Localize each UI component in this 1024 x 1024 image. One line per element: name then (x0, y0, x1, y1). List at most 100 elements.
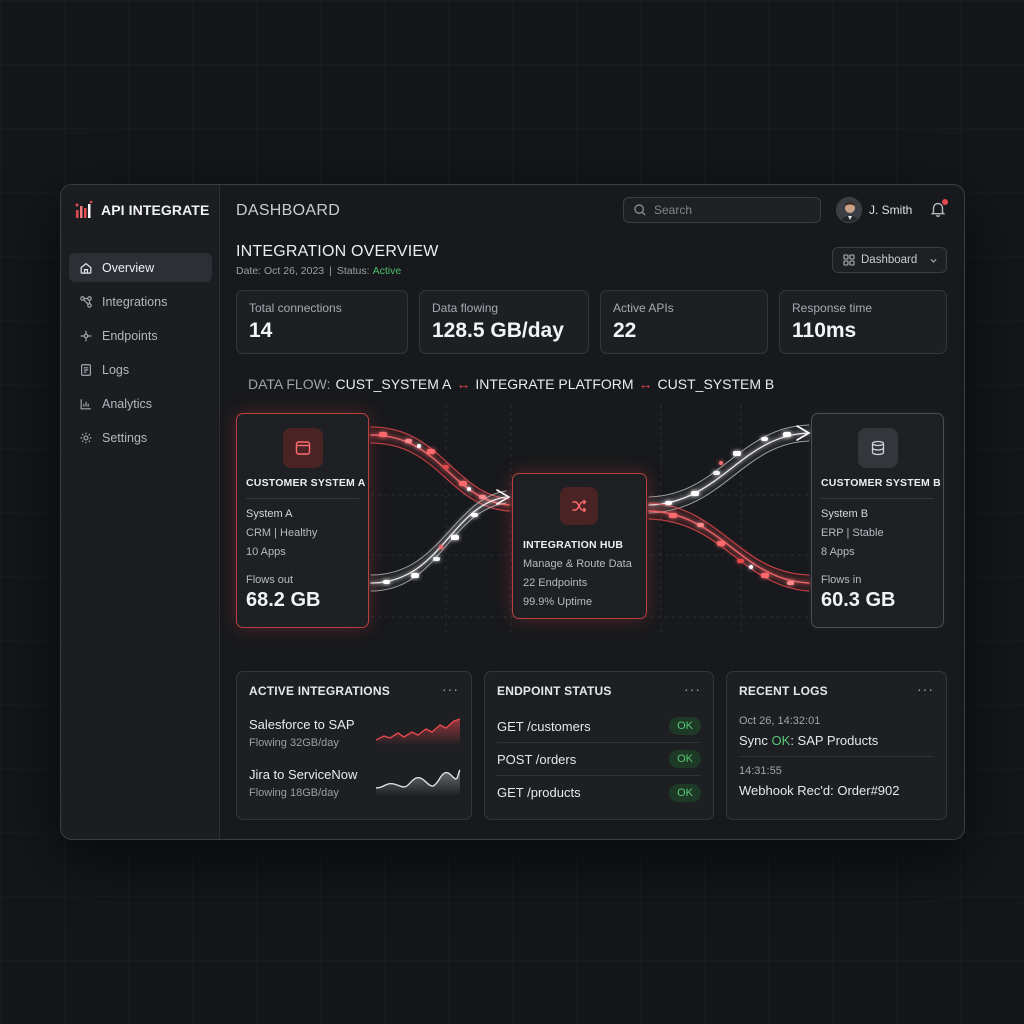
endpoint-row[interactable]: GET /products OK (497, 776, 701, 809)
app-window: API INTEGRATE Overview Integrations Endp… (60, 184, 965, 840)
panel-title: ACTIVE INTEGRATIONS (249, 684, 390, 698)
database-icon (858, 428, 898, 468)
customer-system-a-card[interactable]: CUSTOMER SYSTEM A System A CRM | Healthy… (236, 413, 369, 628)
more-options-icon[interactable]: ··· (442, 681, 459, 697)
flow-system-a: CUST_SYSTEM A (335, 376, 452, 392)
hub-title: INTEGRATION HUB (523, 539, 624, 551)
flow-platform: INTEGRATE PLATFORM (475, 376, 634, 392)
overview-title: INTEGRATION OVERVIEW (236, 243, 439, 260)
more-options-icon[interactable]: ··· (917, 681, 934, 697)
system-type: ERP | Stable (821, 527, 884, 539)
sidebar-item-label: Endpoints (102, 328, 158, 343)
stream-hub-to-b-white (642, 424, 816, 514)
sidebar: API INTEGRATE Overview Integrations Endp… (61, 185, 220, 839)
endpoint-path: GET /customers (497, 718, 591, 734)
sidebar-item-endpoints[interactable]: Endpoints (69, 321, 212, 350)
stat-label: Response time (792, 301, 873, 315)
overview-meta: Date: Oct 26, 2023 | Status: Active (236, 265, 401, 277)
data-flow-title: DATA FLOW: CUST_SYSTEM A ↔ INTEGRATE PLA… (248, 376, 774, 392)
sidebar-item-label: Settings (102, 430, 148, 445)
notification-dot (942, 199, 948, 205)
system-apps: 10 Apps (246, 546, 286, 558)
stat-value: 22 (613, 319, 637, 342)
status-value: Active (372, 265, 402, 277)
stat-label: Active APIs (613, 301, 674, 315)
sidebar-item-settings[interactable]: Settings (69, 423, 212, 452)
divider (246, 498, 359, 499)
data-particles (379, 432, 794, 585)
sparkline-white (376, 769, 461, 796)
grid-icon (843, 254, 855, 266)
view-select[interactable]: Dashboard (832, 247, 947, 273)
sidebar-item-label: Integrations (102, 294, 168, 309)
active-integrations-panel: ACTIVE INTEGRATIONS ··· Salesforce to SA… (236, 671, 472, 820)
endpoint-row[interactable]: POST /orders OK (497, 743, 701, 776)
gear-icon (80, 432, 92, 443)
flow-arrow: ↔ (456, 376, 471, 392)
view-select-label: Dashboard (861, 254, 918, 266)
endpoints-icon (80, 330, 92, 341)
data-flow-diagram (364, 405, 816, 635)
home-icon (80, 262, 92, 274)
stat-response-time: Response time 110ms (779, 290, 947, 354)
endpoint-status-panel: ENDPOINT STATUS ··· GET /customers OK PO… (484, 671, 714, 820)
sidebar-item-logs[interactable]: Logs (69, 355, 212, 384)
search-icon (634, 204, 646, 216)
stat-value: 128.5 GB/day (432, 319, 564, 342)
user-menu[interactable]: J. Smith (836, 197, 912, 223)
shuffle-icon (560, 487, 598, 525)
system-name: System B (821, 508, 869, 520)
panel-title: RECENT LOGS (739, 684, 828, 698)
flow-system-b: CUST_SYSTEM B (657, 376, 775, 392)
system-type: CRM | Healthy (246, 527, 318, 539)
endpoint-path: GET /products (497, 785, 581, 800)
integration-name[interactable]: Salesforce to SAP (249, 717, 355, 732)
integration-hub-card[interactable]: INTEGRATION HUB Manage & Route Data 22 E… (512, 473, 647, 619)
avatar (836, 197, 862, 223)
endpoint-row[interactable]: GET /customers OK (497, 710, 701, 743)
search-input[interactable]: Search (623, 197, 821, 223)
hub-uptime: 99.9% Uptime (523, 596, 593, 608)
divider (821, 498, 934, 499)
divider (739, 756, 934, 757)
hub-description: Manage & Route Data (523, 558, 632, 570)
system-title: CUSTOMER SYSTEM B (821, 477, 941, 489)
customer-system-b-card[interactable]: CUSTOMER SYSTEM B System B ERP | Stable … (811, 413, 944, 628)
more-options-icon[interactable]: ··· (684, 681, 701, 697)
page-title: DASHBOARD (236, 202, 341, 219)
log-message[interactable]: Webhook Rec'd: Order#902 (739, 783, 900, 798)
app-name: API INTEGRATE (101, 202, 210, 218)
brand[interactable]: API INTEGRATE (73, 199, 209, 221)
stat-active-apis: Active APIs 22 (600, 290, 768, 354)
log-prefix: Sync (739, 733, 772, 748)
stream-a-to-hub-white (364, 489, 513, 592)
bell-icon[interactable] (929, 200, 947, 218)
sidebar-item-integrations[interactable]: Integrations (69, 287, 212, 316)
log-message[interactable]: Sync OK: SAP Products (739, 733, 878, 748)
sidebar-item-label: Logs (102, 362, 130, 377)
integration-rate: Flowing 32GB/day (249, 737, 339, 749)
search-placeholder: Search (654, 203, 693, 217)
logs-icon (81, 363, 91, 376)
log-status: OK (771, 733, 791, 748)
app-window-icon (283, 428, 323, 468)
system-name: System A (246, 508, 293, 520)
status-badge: OK (669, 717, 701, 735)
status-badge: OK (669, 750, 701, 768)
sidebar-item-overview[interactable]: Overview (69, 253, 212, 282)
stat-data-flowing: Data flowing 128.5 GB/day (419, 290, 589, 354)
flow-label: Flows out (246, 574, 294, 586)
log-timestamp: Oct 26, 14:32:01 (739, 715, 821, 727)
integration-name[interactable]: Jira to ServiceNow (249, 767, 358, 782)
sidebar-item-analytics[interactable]: Analytics (69, 389, 212, 418)
endpoint-path: POST /orders (497, 751, 577, 767)
chevron-down-icon (930, 258, 937, 263)
stat-value: 14 (249, 319, 273, 342)
recent-logs-panel: RECENT LOGS ··· Oct 26, 14:32:01 Sync OK… (726, 671, 947, 820)
main-content: DASHBOARD Search J. Smith INTEGRATION OV… (221, 185, 964, 839)
meta-separator: | (329, 265, 332, 277)
sparkline-red (376, 718, 461, 746)
flow-arrow: ↔ (638, 376, 653, 392)
hub-endpoints: 22 Endpoints (523, 577, 588, 589)
stat-value: 110ms (792, 319, 857, 342)
